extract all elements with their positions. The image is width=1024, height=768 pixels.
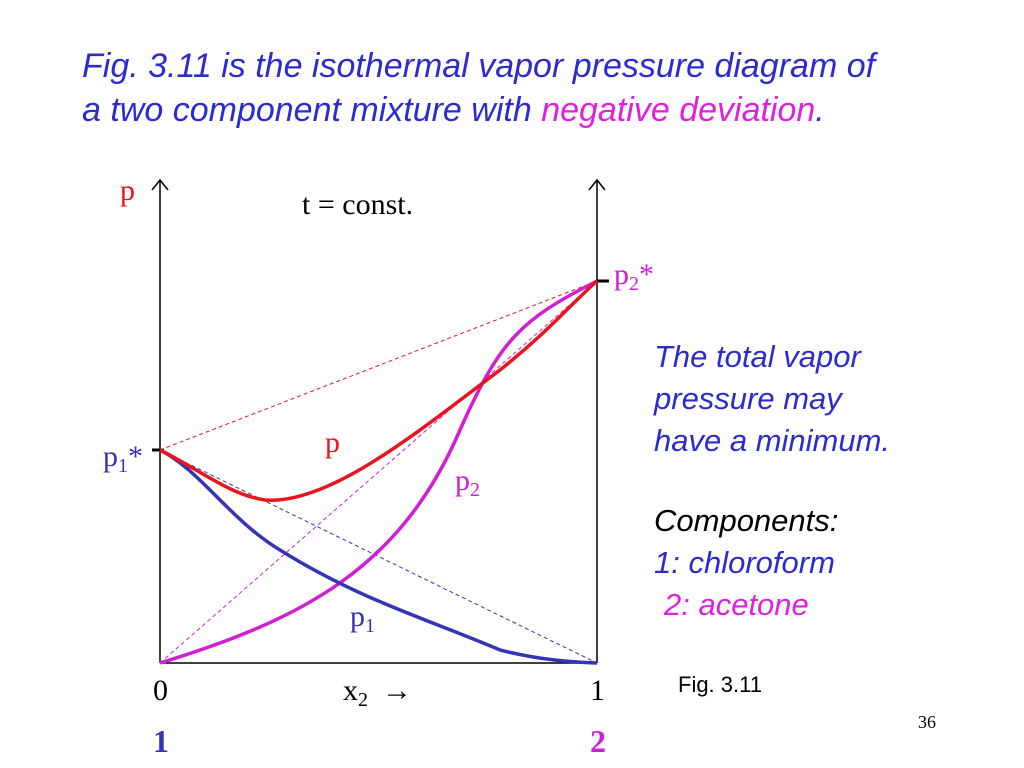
side-note-line-1: The total vapor xyxy=(654,339,861,374)
left-axis-arrow xyxy=(151,178,169,191)
component-1-marker: 1 xyxy=(153,723,169,759)
title-line-1: Fig. 3.11 is the isothermal vapor pressu… xyxy=(82,47,876,85)
total-pressure-curve xyxy=(159,279,599,502)
x-axis-right-label: 1 xyxy=(590,674,605,707)
p2-curve-label: p2 xyxy=(455,464,480,501)
component-chloroform: 1: chloroform xyxy=(654,545,835,580)
ideal-total-line xyxy=(159,280,598,451)
ideal-p2-line xyxy=(159,280,598,664)
components-list: Components: 1: chloroform 2: acetone xyxy=(654,500,838,626)
x-axis-left-label: 0 xyxy=(153,674,168,707)
condition-label: t = const. xyxy=(302,188,413,221)
side-note-line-3: have a minimum. xyxy=(654,423,891,458)
x-axis-label: x2 → xyxy=(343,674,412,711)
component-acetone: 2: acetone xyxy=(664,587,809,622)
p2-star-label: p2* xyxy=(614,258,654,295)
side-note: The total vapor pressure may have a mini… xyxy=(654,336,890,462)
y-axis-label: p xyxy=(120,174,135,207)
right-axis-arrow xyxy=(588,178,606,191)
p2-curve xyxy=(159,279,598,665)
components-heading: Components: xyxy=(654,503,839,538)
p1-curve xyxy=(159,448,598,665)
p1-curve-label: p1 xyxy=(350,600,375,637)
ideal-p1-line xyxy=(159,449,598,664)
component-2-marker: 2 xyxy=(590,723,606,759)
total-curve-label: p xyxy=(325,426,340,459)
title-line-2: a two component mixture with negative de… xyxy=(82,88,1022,132)
side-note-line-2: pressure may xyxy=(654,381,842,416)
page-number: 36 xyxy=(918,712,936,732)
p1-star-label: p1* xyxy=(103,440,143,477)
title-line-2-suffix: . xyxy=(815,91,825,129)
title-line-2-prefix: a two component mixture with xyxy=(82,91,542,129)
slide-title: Fig. 3.11 is the isothermal vapor pressu… xyxy=(82,44,1022,132)
title-highlight: negative deviation xyxy=(541,91,816,129)
figure-label: Fig. 3.11 xyxy=(678,672,762,697)
